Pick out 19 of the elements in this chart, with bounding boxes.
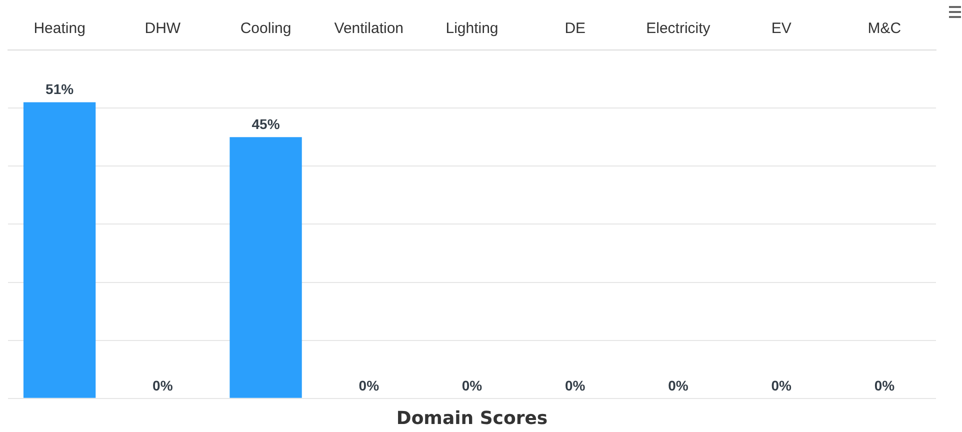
data-label: 0% (771, 377, 792, 394)
x-tick-label: Electricity (646, 20, 711, 38)
x-tick-label: DE (564, 20, 586, 38)
data-label: 51% (46, 81, 74, 98)
text: Domain Scores (396, 408, 548, 429)
x-tick-label: M&C (868, 20, 902, 38)
data-label: 0% (462, 377, 483, 394)
data-label: 0% (564, 377, 586, 394)
x-tick-label: EV (771, 20, 792, 38)
x-tick-label: Heating (34, 20, 86, 38)
x-tick-label: Ventilation (334, 20, 404, 38)
data-label: 0% (874, 377, 896, 394)
data-label: 0% (358, 377, 380, 394)
x-tick-label: Cooling (240, 20, 292, 38)
data-label: 0% (668, 377, 689, 394)
x-tick-label: DHW (144, 20, 182, 38)
data-label: 0% (152, 377, 174, 394)
data-label: 45% (252, 116, 280, 132)
x-tick-label: Lighting (446, 20, 498, 38)
